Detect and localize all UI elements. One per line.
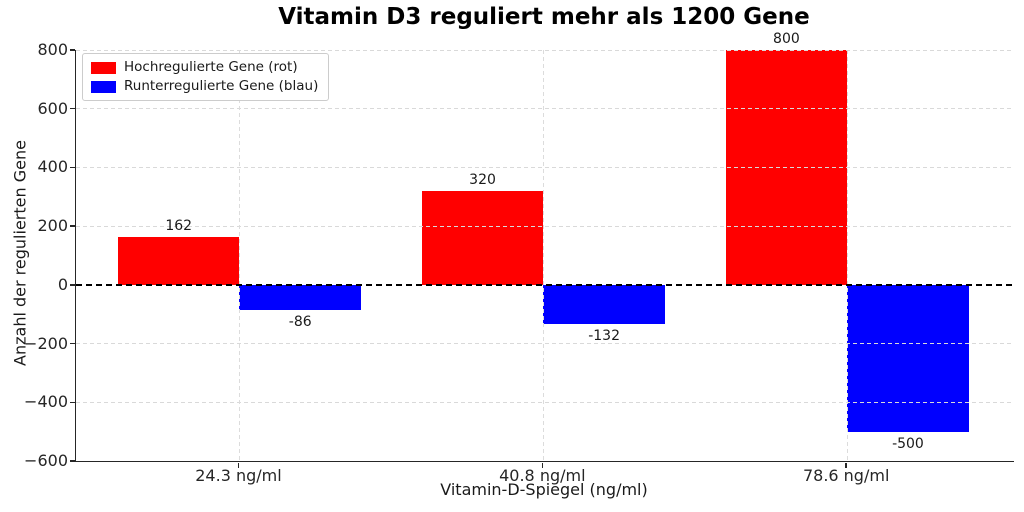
- y-tick-label: 200: [37, 216, 68, 236]
- chart-title: Vitamin D3 reguliert mehr als 1200 Gene: [278, 4, 810, 30]
- legend: Hochregulierte Gene (rot) Runterregulier…: [82, 53, 330, 101]
- h-gridline: [76, 343, 1014, 345]
- v-gridline: [238, 50, 240, 461]
- v-gridline: [846, 50, 848, 461]
- bar-value-label: 320: [469, 171, 496, 188]
- legend-label: Runterregulierte Gene (blau): [124, 78, 319, 94]
- bar-value-label: -500: [892, 435, 924, 452]
- y-tick-mark: [70, 225, 75, 227]
- bar-value-label: 162: [165, 218, 193, 235]
- bar-downregulated: [543, 284, 665, 324]
- y-tick-label: 600: [37, 98, 68, 118]
- y-tick-mark: [70, 166, 75, 169]
- x-tick-label: 78.6 ng/ml: [802, 466, 890, 485]
- bar-value-label: -132: [588, 327, 620, 344]
- y-tick-label: −600: [24, 451, 68, 470]
- bar-upregulated: [117, 237, 240, 285]
- bar-downregulated: [239, 284, 361, 311]
- v-gridline: [542, 50, 544, 461]
- y-tick-mark: [70, 49, 75, 51]
- x-tick-mark: [541, 462, 544, 468]
- h-gridline: [76, 401, 1014, 403]
- y-tick-label: 400: [37, 157, 68, 177]
- legend-label: Hochregulierte Gene (rot): [124, 59, 298, 75]
- blue-swatch-icon: [91, 80, 116, 93]
- h-gridline: [76, 166, 1014, 168]
- y-tick-mark: [70, 401, 75, 403]
- h-gridline: [76, 49, 1014, 51]
- y-tick-label: −400: [24, 392, 68, 412]
- zero-line: [76, 284, 1014, 286]
- y-tick-mark: [70, 108, 75, 110]
- x-tick-label: 24.3 ng/ml: [195, 466, 282, 485]
- plot-area: 162 -86 320 -132 800 -500 Hochregulierte Gene…: [75, 31, 1014, 462]
- y-tick-mark: [70, 342, 75, 345]
- bar-value-label: 800: [773, 31, 800, 47]
- bar-upregulated: [421, 190, 544, 285]
- y-tick-label: −200: [24, 333, 68, 353]
- legend-item-upregulated: Hochregulierte Gene (rot): [91, 60, 318, 75]
- h-gridline: [76, 108, 1014, 110]
- legend-item-downregulated: Runterregulierte Gene (blau): [91, 79, 318, 94]
- y-tick-mark: [70, 460, 75, 462]
- h-gridline: [76, 225, 1014, 227]
- x-tick-mark: [237, 462, 240, 468]
- y-tick-label: 800: [37, 40, 68, 59]
- x-tick-label: 40.8 ng/ml: [499, 466, 586, 485]
- red-swatch-icon: [91, 61, 116, 74]
- y-tick-label: 0: [57, 274, 68, 294]
- y-tick-mark: [70, 284, 75, 286]
- bar-value-label: -86: [288, 314, 312, 331]
- x-tick-mark: [845, 462, 847, 468]
- bar-downregulated: [847, 284, 969, 432]
- x-axis-label: Vitamin-D-Spiegel (ng/ml): [440, 480, 648, 499]
